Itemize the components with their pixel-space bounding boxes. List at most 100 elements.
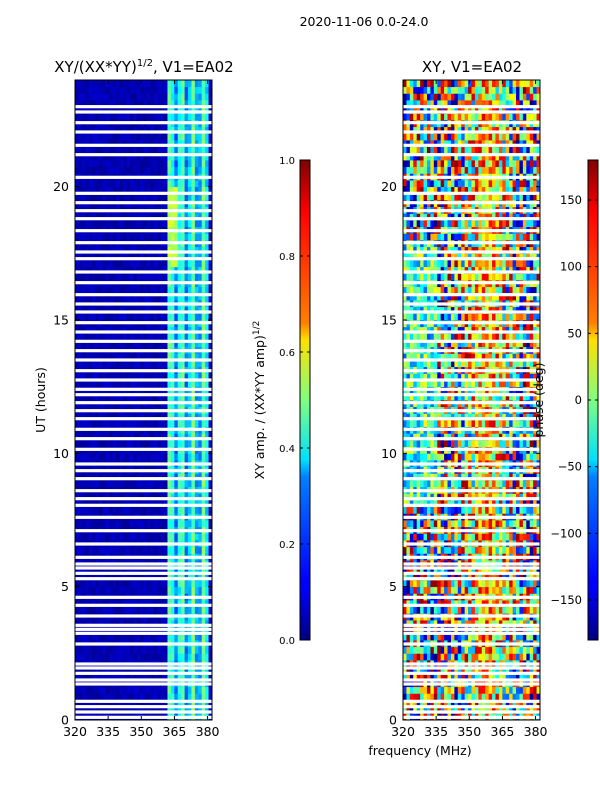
heatmap-cell bbox=[450, 673, 455, 681]
heatmap-cell bbox=[116, 546, 120, 554]
heatmap-cell bbox=[464, 546, 469, 554]
heatmap-cell bbox=[126, 133, 131, 141]
heatmap-cell bbox=[485, 686, 490, 694]
heatmap-cell bbox=[105, 193, 110, 201]
heatmap-cell bbox=[519, 686, 524, 694]
heatmap-cell bbox=[136, 260, 141, 268]
heatmap-cell bbox=[88, 180, 93, 188]
heatmap-cell bbox=[85, 340, 90, 348]
heatmap-cell bbox=[75, 506, 79, 514]
heatmap-cell bbox=[92, 686, 96, 694]
heatmap-cell bbox=[201, 686, 206, 694]
heatmap-cell bbox=[157, 433, 162, 441]
heatmap-cell bbox=[122, 146, 127, 154]
heatmap-cell bbox=[502, 653, 507, 661]
heatmap-cell bbox=[150, 566, 155, 574]
heatmap-cell bbox=[146, 133, 151, 141]
heatmap-cell bbox=[150, 480, 155, 488]
heatmap-cell bbox=[181, 520, 185, 528]
heatmap-cell bbox=[188, 440, 192, 448]
heatmap-cell bbox=[471, 566, 476, 574]
heatmap-cell bbox=[160, 146, 165, 154]
heatmap-cell bbox=[150, 340, 155, 348]
heatmap-cell bbox=[105, 186, 110, 194]
heatmap-cell bbox=[433, 686, 438, 694]
heatmap-cell bbox=[75, 113, 79, 121]
heatmap-cell bbox=[184, 573, 189, 581]
heatmap-cell bbox=[409, 573, 414, 581]
heatmap-cell bbox=[450, 586, 455, 594]
heatmap-cell bbox=[198, 353, 203, 361]
heatmap-cell bbox=[468, 600, 472, 608]
heatmap-cell bbox=[150, 186, 155, 194]
heatmap-cell bbox=[464, 580, 469, 588]
heatmap-cell bbox=[75, 453, 79, 461]
heatmap-cell bbox=[98, 580, 103, 588]
heatmap-cell bbox=[122, 453, 127, 461]
heatmap-cell bbox=[533, 700, 537, 708]
heatmap-cell bbox=[116, 706, 120, 714]
heatmap-cell bbox=[105, 480, 110, 488]
heatmap-cell bbox=[105, 700, 110, 708]
heatmap-cell bbox=[495, 566, 500, 574]
heatmap-cell bbox=[205, 86, 209, 94]
heatmap-cell bbox=[81, 306, 86, 314]
heatmap-cell bbox=[205, 260, 209, 268]
heatmap-cell bbox=[140, 453, 144, 461]
heatmap-cell bbox=[95, 340, 100, 348]
heatmap-cell bbox=[164, 506, 168, 514]
heatmap-cell bbox=[85, 166, 90, 174]
heatmap-cell bbox=[201, 666, 206, 674]
heatmap-cell bbox=[98, 266, 103, 274]
heatmap-cell bbox=[92, 126, 96, 134]
heatmap-cell bbox=[98, 260, 103, 268]
heatmap-cell bbox=[205, 566, 209, 574]
heatmap-cell bbox=[403, 673, 407, 681]
flagged-row bbox=[75, 497, 212, 501]
heatmap-cell bbox=[188, 573, 192, 581]
heatmap-cell bbox=[136, 80, 141, 88]
heatmap-cell bbox=[498, 586, 503, 594]
heatmap-cell bbox=[205, 246, 209, 254]
heatmap-cell bbox=[78, 193, 83, 201]
heatmap-cell bbox=[112, 573, 117, 581]
heatmap-cell bbox=[98, 413, 103, 421]
heatmap-cell bbox=[133, 620, 138, 628]
heatmap-cell bbox=[170, 140, 175, 148]
heatmap-cell bbox=[533, 573, 537, 581]
heatmap-cell bbox=[95, 700, 100, 708]
heatmap-cell bbox=[464, 606, 469, 614]
heatmap-cell bbox=[126, 600, 131, 608]
heatmap-cell bbox=[75, 286, 79, 294]
x-tick-label: 335 bbox=[96, 724, 120, 739]
heatmap-cell bbox=[526, 566, 531, 574]
heatmap-cell bbox=[478, 673, 483, 681]
heatmap-cell bbox=[95, 653, 100, 661]
heatmap-cell bbox=[516, 566, 520, 574]
heatmap-cell bbox=[95, 606, 100, 614]
heatmap-cell bbox=[81, 706, 86, 714]
heatmap-cell bbox=[450, 580, 455, 588]
heatmap-cell bbox=[184, 493, 189, 501]
heatmap-cell bbox=[95, 253, 100, 261]
heatmap-cell bbox=[198, 266, 203, 274]
heatmap-cell bbox=[205, 106, 209, 114]
heatmap-cell bbox=[464, 693, 469, 701]
heatmap-cell bbox=[112, 140, 117, 148]
heatmap-cell bbox=[143, 360, 148, 368]
heatmap-cell bbox=[143, 313, 148, 321]
flagged-row bbox=[75, 623, 212, 627]
heatmap-cell bbox=[88, 606, 93, 614]
heatmap-cell bbox=[133, 360, 138, 368]
heatmap-cell bbox=[167, 686, 172, 694]
heatmap-cell bbox=[167, 493, 172, 501]
heatmap-cell bbox=[194, 546, 199, 554]
heatmap-cell bbox=[88, 186, 93, 194]
heatmap-cell bbox=[170, 133, 175, 141]
heatmap-cell bbox=[98, 313, 103, 321]
heatmap-cell bbox=[143, 100, 148, 108]
heatmap-cell bbox=[75, 706, 79, 714]
heatmap-cell bbox=[478, 633, 483, 641]
heatmap-cell bbox=[201, 533, 206, 541]
heatmap-cell bbox=[157, 133, 162, 141]
